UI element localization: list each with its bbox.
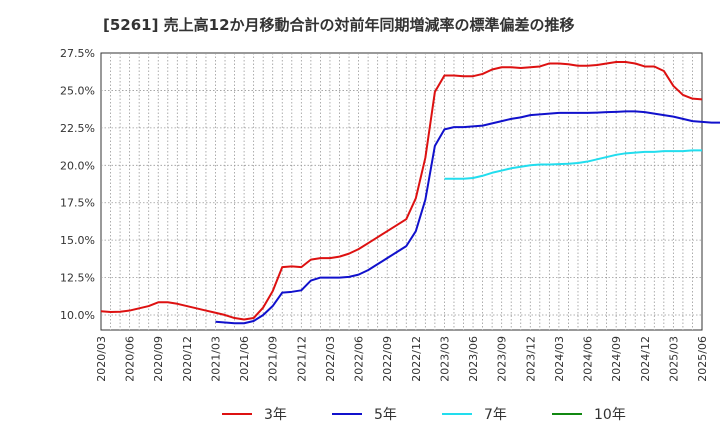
- y-tick-label: 20.0%: [60, 159, 95, 172]
- legend-label: 10年: [594, 407, 626, 423]
- x-tick-label: 2021/03: [209, 336, 222, 382]
- y-tick-label: 22.5%: [60, 122, 95, 135]
- legend-label: 5年: [374, 407, 397, 423]
- x-tick-label: 2025/03: [667, 336, 680, 382]
- plot-area: [100, 52, 703, 331]
- series-line-7年: [444, 149, 702, 180]
- x-axis: 2020/03 2020/06 2020/09 2020/12 2021/03 2021/…: [95, 336, 709, 382]
- y-tick-label: 25.0%: [60, 84, 95, 97]
- plot-frame: [100, 52, 703, 331]
- chart-title: [5261] 売上高12か月移動合計の対前年同期増減率の標準偏差の推移: [103, 16, 575, 34]
- x-tick-label: 2023/06: [467, 336, 480, 382]
- x-tick-label: 2024/09: [610, 336, 623, 382]
- y-tick-label: 27.5%: [60, 47, 95, 60]
- y-tick-label: 15.0%: [60, 234, 95, 247]
- x-tick-label: 2020/03: [95, 336, 108, 382]
- x-tick-label: 2020/06: [124, 336, 137, 382]
- x-tick-label: 2024/06: [582, 336, 595, 382]
- x-tick-label: 2022/03: [324, 336, 337, 382]
- grid: [101, 53, 702, 330]
- y-tick-label: 10.0%: [60, 309, 95, 322]
- x-tick-label: 2021/12: [295, 336, 308, 382]
- x-tick-label: 2023/12: [524, 336, 537, 382]
- y-tick-label: 12.5%: [60, 272, 95, 285]
- x-tick-label: 2022/12: [410, 336, 423, 382]
- x-tick-label: 2020/09: [152, 336, 165, 382]
- x-tick-label: 2020/12: [181, 336, 194, 382]
- x-tick-label: 2021/06: [238, 336, 251, 382]
- legend-label: 7年: [484, 407, 507, 423]
- legend: 3年 5年 7年 10年: [222, 407, 626, 423]
- series-lines: [100, 60, 720, 325]
- x-tick-label: 2022/09: [381, 336, 394, 382]
- series-line-3年: [100, 60, 703, 321]
- x-tick-label: 2024/03: [553, 336, 566, 382]
- y-axis: 10.0% 12.5% 15.0% 17.5% 20.0% 22.5% 25.0% 27.5%: [60, 47, 95, 322]
- x-tick-label: 2023/03: [438, 336, 451, 382]
- x-tick-label: 2023/09: [496, 336, 509, 382]
- x-tick-label: 2025/06: [696, 336, 709, 382]
- x-tick-label: 2022/06: [353, 336, 366, 382]
- series-line-5年: [215, 110, 720, 325]
- y-tick-label: 17.5%: [60, 197, 95, 210]
- x-tick-label: 2024/12: [639, 336, 652, 382]
- legend-label: 3年: [264, 407, 287, 423]
- x-tick-label: 2021/09: [267, 336, 280, 382]
